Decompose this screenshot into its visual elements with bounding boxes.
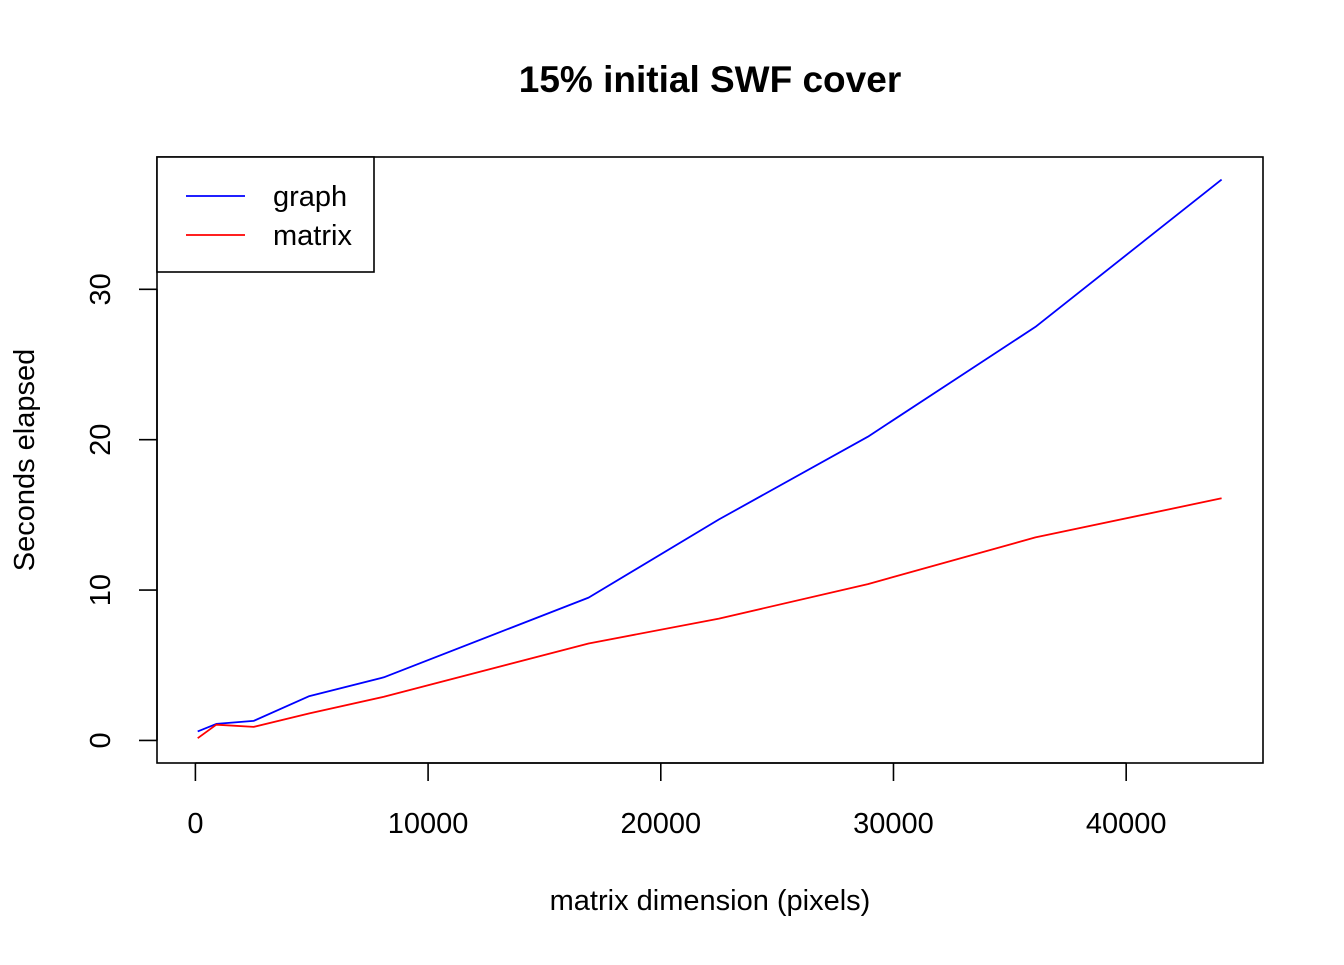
legend-entries: graph matrix	[186, 181, 352, 252]
legend: graph matrix	[156, 156, 375, 273]
series-line-matrix	[197, 497, 1222, 739]
y-tick-label: 0	[85, 732, 117, 748]
x-tick-label: 10000	[388, 808, 469, 840]
x-tick-label: 20000	[620, 808, 701, 840]
y-tick-label: 10	[85, 574, 117, 606]
y-axis-label: Seconds elapsed	[9, 349, 41, 572]
x-axis: 0 10000 20000 30000 40000	[187, 762, 1167, 840]
x-tick-label: 40000	[1086, 808, 1167, 840]
y-axis: 0 10 20 30	[85, 273, 158, 749]
chart-title: 15% initial SWF cover	[519, 59, 901, 100]
y-tick-label: 20	[85, 424, 117, 456]
x-axis-label: matrix dimension (pixels)	[550, 885, 871, 917]
x-tick-label: 0	[187, 808, 203, 840]
legend-box	[156, 156, 375, 273]
x-tick-label: 30000	[853, 808, 934, 840]
legend-label-matrix: matrix	[273, 220, 352, 252]
legend-label-graph: graph	[273, 181, 347, 213]
y-tick-label: 30	[85, 273, 117, 305]
series-lines	[197, 178, 1223, 739]
series-line-graph	[197, 178, 1223, 733]
